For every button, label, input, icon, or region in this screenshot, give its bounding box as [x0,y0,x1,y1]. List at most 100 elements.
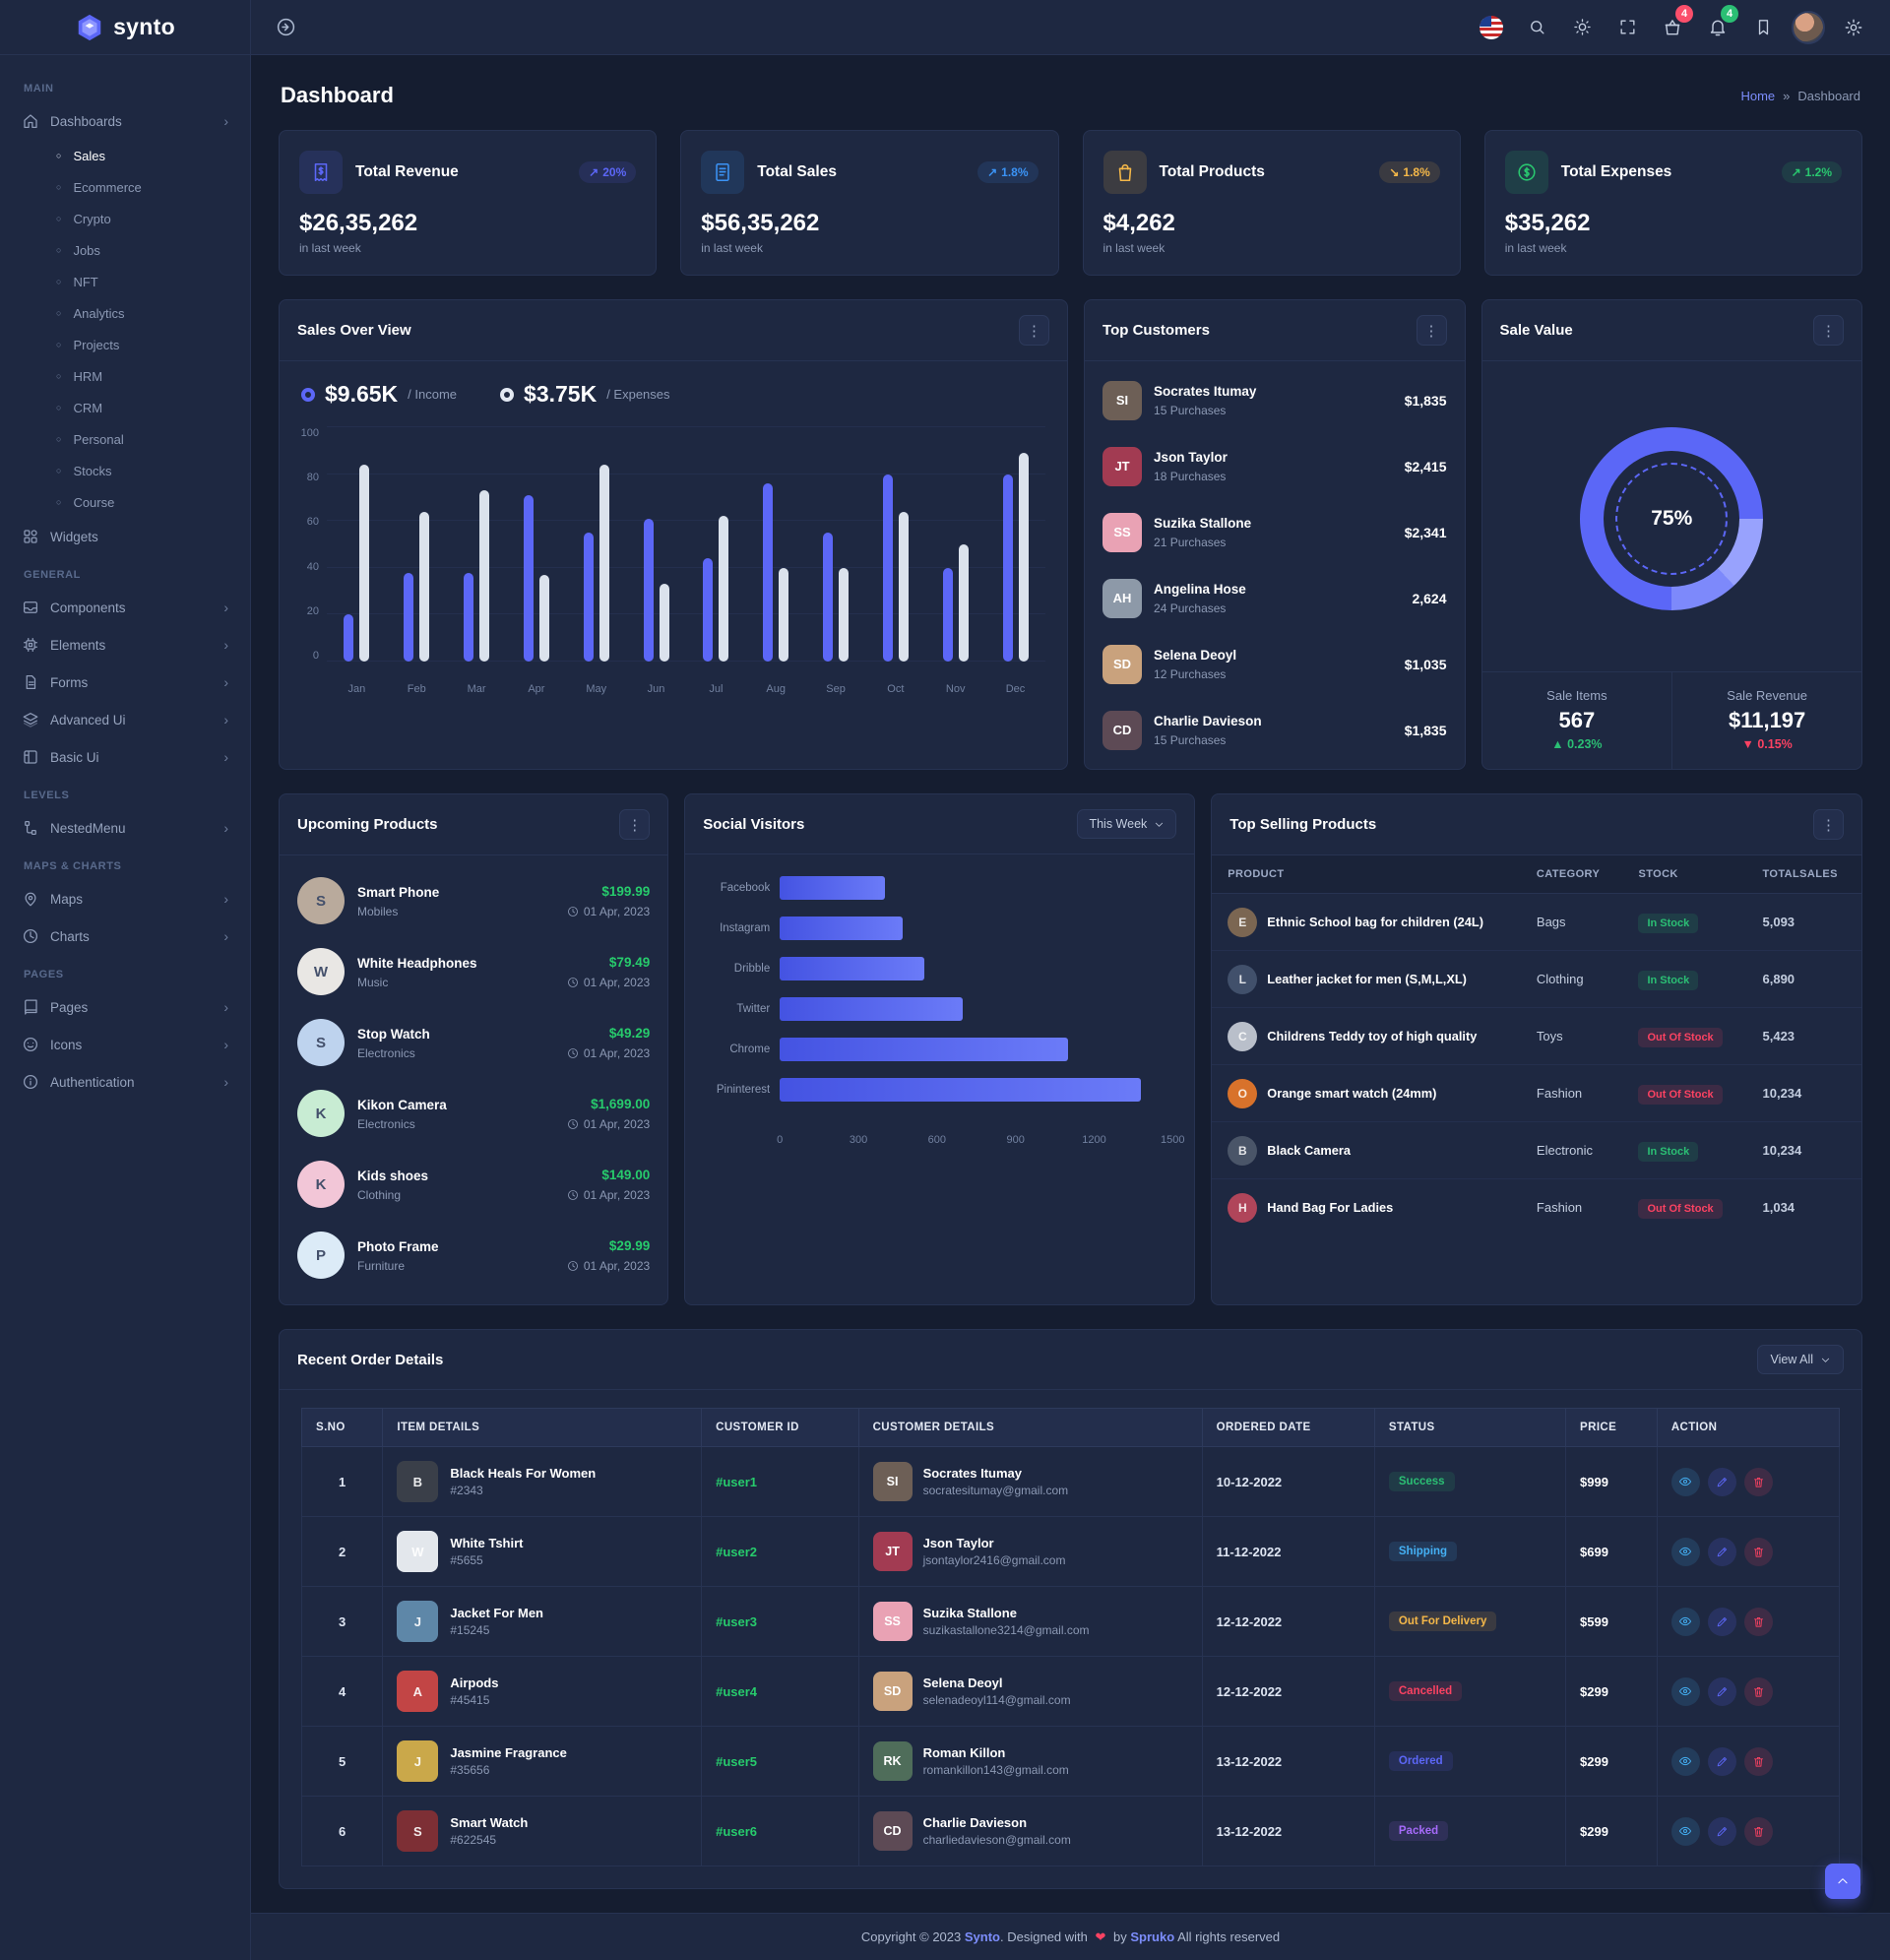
customer-list-item[interactable]: SD Selena Deoyl 12 Purchases $1,035 [1102,631,1447,697]
sidebar-item-nestedmenu[interactable]: NestedMenu › [0,809,250,847]
sidebar-item-charts[interactable]: Charts › [0,917,250,955]
footer-brand-link[interactable]: Synto [964,1928,1000,1944]
sidebar-subitem-analytics[interactable]: ○ Analytics [0,297,250,329]
upcoming-product-item[interactable]: S Stop Watch Electronics $49.29 01 Apr, … [297,1007,650,1078]
fullscreen-button[interactable] [1608,9,1646,46]
upcoming-product-item[interactable]: W White Headphones Music $79.49 01 Apr, … [297,936,650,1007]
social-bar[interactable] [780,997,964,1021]
customer-list-item[interactable]: CD Charlie Davieson 15 Purchases $1,835 [1102,697,1447,763]
sidebar-subitem-jobs[interactable]: ○ Jobs [0,234,250,266]
customer-id-link[interactable]: #user5 [716,1753,758,1769]
sidebar-subitem-personal[interactable]: ○ Personal [0,423,250,455]
delete-order-button[interactable] [1743,1816,1773,1846]
customer-list-item[interactable]: AH Angelina Hose 24 Purchases 2,624 [1102,565,1447,631]
social-bar[interactable] [780,917,904,940]
upcoming-products-menu-button[interactable]: ⋮ [619,809,651,840]
settings-button[interactable] [1835,9,1872,46]
customer-list-item[interactable]: SI Socrates Itumay 15 Purchases $1,835 [1102,367,1447,433]
upcoming-product-item[interactable]: S Smart Phone Mobiles $199.99 01 Apr, 20… [297,865,650,936]
cart-button[interactable]: 4 [1654,4,1693,46]
delete-order-button[interactable] [1743,1467,1773,1496]
sidebar-item-widgets[interactable]: Widgets [0,518,250,555]
bar-expenses-mar[interactable] [479,490,490,662]
sidebar-toggle-icon[interactable] [269,11,302,44]
view-all-button[interactable]: View All [1757,1345,1844,1374]
sidebar-item-forms[interactable]: Forms › [0,664,250,701]
top-selling-row[interactable]: H Hand Bag For Ladies Fashion Out Of Stoc… [1212,1179,1861,1236]
edit-order-button[interactable] [1707,1607,1736,1636]
sidebar-subitem-nft[interactable]: ○ NFT [0,266,250,297]
sidebar-subitem-crm[interactable]: ○ CRM [0,392,250,423]
bar-income-apr[interactable] [523,495,534,662]
top-selling-row[interactable]: O Orange smart watch (24mm) Fashion Out O… [1212,1064,1861,1122]
brand-logo[interactable]: synto [0,0,251,54]
scroll-to-top-button[interactable] [1825,1864,1860,1899]
edit-order-button[interactable] [1707,1676,1736,1706]
upcoming-product-item[interactable]: P Photo Frame Furniture $29.99 01 Apr, 2… [297,1220,650,1291]
customer-list-item[interactable]: SS Suzika Stallone 21 Purchases $2,341 [1102,499,1447,565]
customer-id-link[interactable]: #user4 [716,1683,758,1699]
bar-income-sep[interactable] [823,533,834,662]
sidebar-item-elements[interactable]: Elements › [0,626,250,664]
view-order-button[interactable] [1670,1676,1700,1706]
theme-toggle-button[interactable] [1563,9,1601,46]
sidebar-item-icons[interactable]: Icons › [0,1026,250,1063]
bar-expenses-jul[interactable] [719,516,729,662]
social-bar[interactable] [780,1038,1068,1061]
customer-id-link[interactable]: #user3 [716,1613,758,1629]
delete-order-button[interactable] [1743,1746,1773,1776]
breadcrumb-home-link[interactable]: Home [1740,88,1776,103]
sidebar-item-authentication[interactable]: Authentication › [0,1063,250,1101]
top-customers-menu-button[interactable]: ⋮ [1416,315,1447,346]
bar-income-feb[interactable] [404,572,414,662]
upcoming-product-item[interactable]: K Kikon Camera Electronics $1,699.00 01 … [297,1078,650,1149]
top-selling-menu-button[interactable]: ⋮ [1812,809,1844,840]
bar-income-jul[interactable] [703,558,714,662]
sidebar-subitem-projects[interactable]: ○ Projects [0,329,250,360]
bar-expenses-may[interactable] [598,465,609,662]
bar-income-jan[interactable] [344,614,354,662]
profile-button[interactable] [1790,9,1827,46]
customer-id-link[interactable]: #user2 [716,1544,758,1559]
bar-income-nov[interactable] [942,567,953,662]
bar-income-jun[interactable] [643,518,654,662]
bar-income-aug[interactable] [763,483,774,662]
bar-expenses-apr[interactable] [538,574,549,662]
upcoming-product-item[interactable]: K Kids shoes Clothing $149.00 01 Apr, 20… [297,1149,650,1220]
sale-value-menu-button[interactable]: ⋮ [1813,315,1844,346]
bookmark-button[interactable] [1744,9,1782,46]
edit-order-button[interactable] [1707,1467,1736,1496]
footer-designer-link[interactable]: Spruko [1130,1928,1175,1944]
bar-income-oct[interactable] [882,474,893,662]
notifications-button[interactable]: 4 [1699,4,1738,46]
delete-order-button[interactable] [1743,1676,1773,1706]
view-order-button[interactable] [1670,1746,1700,1776]
edit-order-button[interactable] [1707,1537,1736,1566]
edit-order-button[interactable] [1707,1746,1736,1776]
customer-id-link[interactable]: #user6 [716,1823,758,1839]
bar-income-may[interactable] [583,533,594,662]
delete-order-button[interactable] [1743,1537,1773,1566]
sidebar-subitem-stocks[interactable]: ○ Stocks [0,455,250,486]
sidebar-item-dashboards[interactable]: Dashboards › [0,102,250,140]
bar-expenses-oct[interactable] [898,511,909,662]
social-bar[interactable] [780,957,924,980]
bar-expenses-jan[interactable] [359,465,370,662]
bar-expenses-nov[interactable] [958,544,969,662]
customer-list-item[interactable]: JT Json Taylor 18 Purchases $2,415 [1102,433,1447,499]
top-selling-row[interactable]: B Black Camera Electronic In Stock 10,234 [1212,1121,1861,1179]
sales-overview-menu-button[interactable]: ⋮ [1019,315,1050,346]
sidebar-item-pages[interactable]: Pages › [0,988,250,1026]
language-flag-button[interactable] [1473,9,1510,46]
top-selling-row[interactable]: E Ethnic School bag for children (24L) Ba… [1212,893,1861,951]
sidebar-item-basic-ui[interactable]: Basic Ui › [0,738,250,776]
social-visitors-filter-dropdown[interactable]: This Week [1077,809,1177,839]
sidebar-subitem-ecommerce[interactable]: ○ Ecommerce [0,171,250,203]
edit-order-button[interactable] [1707,1816,1736,1846]
bar-expenses-aug[interactable] [779,567,789,662]
view-order-button[interactable] [1670,1467,1700,1496]
bar-expenses-sep[interactable] [839,567,850,662]
social-bar[interactable] [780,1078,1142,1102]
top-selling-row[interactable]: C Childrens Teddy toy of high quality Toy… [1212,1007,1861,1065]
sidebar-subitem-course[interactable]: ○ Course [0,486,250,518]
